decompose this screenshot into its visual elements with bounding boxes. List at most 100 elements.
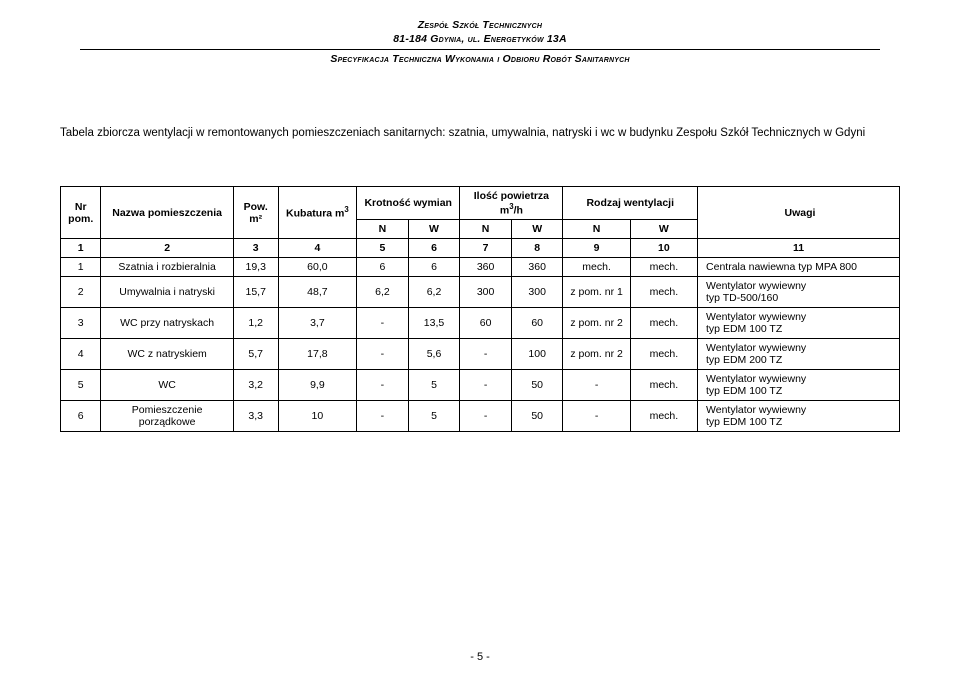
table-cell: z pom. nr 2 [563, 308, 630, 339]
th-ilosc-unit-pre: m [500, 204, 509, 216]
table-cell: 17,8 [278, 339, 357, 370]
table-row: 6Pomieszczenie porządkowe3,310-5-50-mech… [61, 401, 900, 432]
table-cell: 360 [460, 258, 512, 277]
header-line3: Specyfikacja Techniczna Wykonania i Odbi… [60, 52, 900, 66]
table-cell: mech. [630, 308, 697, 339]
table-cell: 15,7 [233, 277, 278, 308]
table-cell: 60 [511, 308, 563, 339]
th-krotnosc: Krotność wymian [357, 186, 460, 220]
table-cell: Wentylator wywiewnytyp TD-500/160 [698, 277, 900, 308]
th-rodzaj-w: W [630, 220, 697, 239]
numcell: 5 [357, 239, 409, 258]
table-cell: Centrala nawiewna typ MPA 800 [698, 258, 900, 277]
th-kubatura: Kubatura m3 [278, 186, 357, 239]
header-rule [80, 49, 880, 50]
table-cell: 50 [511, 401, 563, 432]
table-cell: 5,6 [408, 339, 460, 370]
th-nazwa: Nazwa pomieszczenia [101, 186, 233, 239]
table-cell: WC z natryskiem [101, 339, 233, 370]
th-ilosc-unit-post: /h [514, 204, 523, 216]
intro-text: Tabela zbiorcza wentylacji w remontowany… [60, 125, 900, 142]
table-cell: WC przy natryskach [101, 308, 233, 339]
page-footer: - 5 - [0, 651, 960, 663]
numcell: 10 [630, 239, 697, 258]
table-cell: z pom. nr 2 [563, 339, 630, 370]
table-cell: - [357, 339, 409, 370]
table-cell: mech. [630, 277, 697, 308]
table-row: 1Szatnia i rozbieralnia19,360,066360360m… [61, 258, 900, 277]
table-cell: - [460, 370, 512, 401]
numcell: 8 [511, 239, 563, 258]
page-header: Zespół Szkół Technicznych 81-184 Gdynia,… [60, 18, 900, 67]
table-cell: mech. [563, 258, 630, 277]
table-cell: 5 [408, 401, 460, 432]
th-kub-sup: 3 [344, 205, 348, 214]
table-cell: 19,3 [233, 258, 278, 277]
numcell: 6 [408, 239, 460, 258]
th-nr-pom: Nr pom. [61, 186, 101, 239]
table-cell: Wentylator wywiewnytyp EDM 200 TZ [698, 339, 900, 370]
table-cell: 3 [61, 308, 101, 339]
table-cell: mech. [630, 370, 697, 401]
header-line1: Zespół Szkół Technicznych [60, 18, 900, 32]
ventilation-table: Nr pom. Nazwa pomieszczenia Pow. m² Kuba… [60, 186, 900, 433]
numcell: 2 [101, 239, 233, 258]
table-cell: 2 [61, 277, 101, 308]
table-cell: 5,7 [233, 339, 278, 370]
table-cell: 5 [61, 370, 101, 401]
table-row: 2Umywalnia i natryski15,748,76,26,230030… [61, 277, 900, 308]
table-cell: 6,2 [408, 277, 460, 308]
th-krot-n: N [357, 220, 409, 239]
numcell: 9 [563, 239, 630, 258]
numcell: 3 [233, 239, 278, 258]
table-cell: Wentylator wywiewnytyp EDM 100 TZ [698, 401, 900, 432]
table-cell: 300 [460, 277, 512, 308]
table-cell: mech. [630, 339, 697, 370]
table-cell: 3,3 [233, 401, 278, 432]
header-line2: 81-184 Gdynia, ul. Energetyków 13A [60, 32, 900, 46]
table-cell: Wentylator wywiewnytyp EDM 100 TZ [698, 308, 900, 339]
table-cell: Wentylator wywiewnytyp EDM 100 TZ [698, 370, 900, 401]
table-cell: 1 [61, 258, 101, 277]
table-cell: 13,5 [408, 308, 460, 339]
table-cell: - [460, 339, 512, 370]
table-numbering-row: 1 2 3 4 5 6 7 8 9 10 11 [61, 239, 900, 258]
table-cell: 6 [61, 401, 101, 432]
table-cell: 300 [511, 277, 563, 308]
table-cell: 6,2 [357, 277, 409, 308]
table-cell: 5 [408, 370, 460, 401]
th-ilosc-label: Ilość powietrza [474, 190, 549, 202]
th-krot-w: W [408, 220, 460, 239]
table-cell: - [357, 401, 409, 432]
th-pow-label: Pow. [244, 201, 268, 213]
table-cell: 48,7 [278, 277, 357, 308]
table-body: 1Szatnia i rozbieralnia19,360,066360360m… [61, 258, 900, 432]
table-cell: z pom. nr 1 [563, 277, 630, 308]
th-ilosc: Ilość powietrza m3/h [460, 186, 563, 220]
table-cell: 3,2 [233, 370, 278, 401]
table-cell: 6 [408, 258, 460, 277]
th-ilosc-w: W [511, 220, 563, 239]
table-row: 3WC przy natryskach1,23,7-13,56060z pom.… [61, 308, 900, 339]
table-row: 5WC3,29,9-5-50-mech.Wentylator wywiewnyt… [61, 370, 900, 401]
th-pow: Pow. m² [233, 186, 278, 239]
table-cell: 60,0 [278, 258, 357, 277]
numcell: 11 [698, 239, 900, 258]
numcell: 4 [278, 239, 357, 258]
table-cell: 100 [511, 339, 563, 370]
numcell: 1 [61, 239, 101, 258]
table-row: 4WC z natryskiem5,717,8-5,6-100z pom. nr… [61, 339, 900, 370]
th-kub-label: Kubatura m [286, 208, 344, 220]
th-pow-unit: m² [249, 213, 262, 225]
table-cell: mech. [630, 401, 697, 432]
table-cell: Szatnia i rozbieralnia [101, 258, 233, 277]
table-header-row-1: Nr pom. Nazwa pomieszczenia Pow. m² Kuba… [61, 186, 900, 220]
table-cell: Pomieszczenie porządkowe [101, 401, 233, 432]
th-rodzaj-n: N [563, 220, 630, 239]
table-cell: 60 [460, 308, 512, 339]
table-cell: 360 [511, 258, 563, 277]
numcell: 7 [460, 239, 512, 258]
table-cell: 50 [511, 370, 563, 401]
table-cell: - [357, 308, 409, 339]
table-cell: mech. [630, 258, 697, 277]
